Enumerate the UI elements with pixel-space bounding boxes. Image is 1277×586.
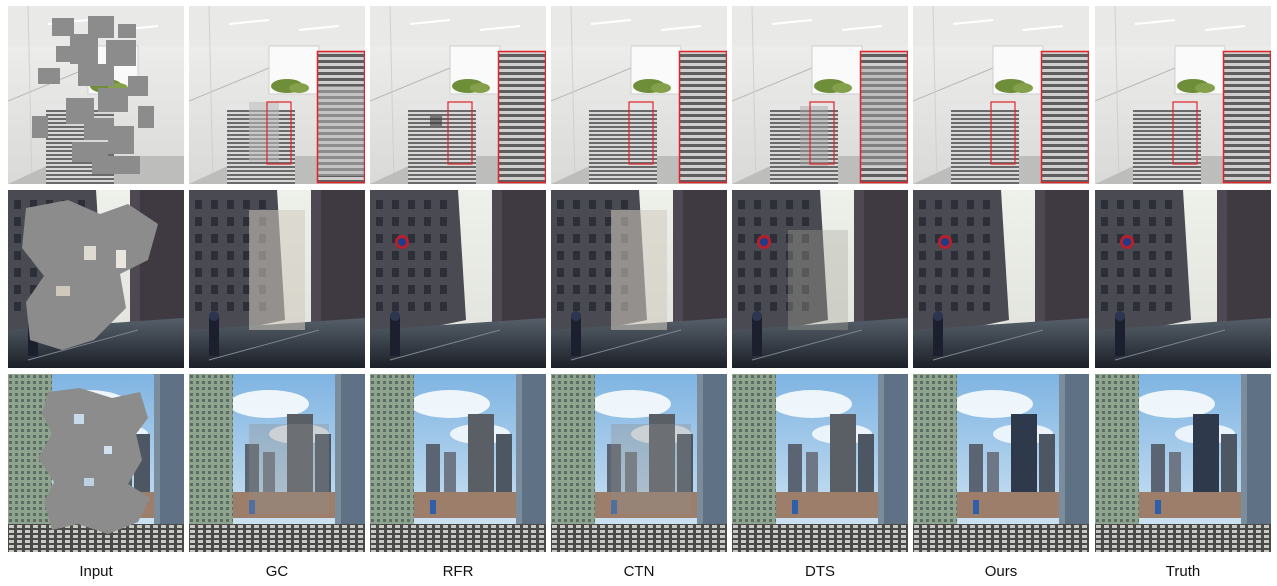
column-label-ctn: CTN <box>623 563 655 580</box>
skyline-input-image <box>8 374 184 552</box>
column-label-truth: Truth <box>1165 563 1201 580</box>
skyline-rfr-image <box>370 374 546 552</box>
bathroom-ours-image <box>913 6 1089 184</box>
skyline-gc-image <box>189 374 365 552</box>
bathroom-gc-image <box>189 6 365 184</box>
skyline-truth-image <box>1095 374 1271 552</box>
column-label-input: Input <box>79 563 113 580</box>
street-truth-image <box>1095 190 1271 368</box>
column-label-dts: DTS <box>805 563 835 580</box>
bathroom-truth-image <box>1095 6 1271 184</box>
column-label-gc: GC <box>265 563 289 580</box>
street-rfr-image <box>370 190 546 368</box>
street-ctn-image <box>551 190 727 368</box>
comparison-grid <box>8 6 1276 552</box>
column-label-ours: Ours <box>984 563 1018 580</box>
street-input-image <box>8 190 184 368</box>
skyline-dts-image <box>732 374 908 552</box>
bathroom-rfr-image <box>370 6 546 184</box>
skyline-ours-image <box>913 374 1089 552</box>
bathroom-dts-image <box>732 6 908 184</box>
street-dts-image <box>732 190 908 368</box>
bathroom-input-image <box>8 6 184 184</box>
bathroom-ctn-image <box>551 6 727 184</box>
street-gc-image <box>189 190 365 368</box>
column-labels: Input GC RFR CTN DTS Ours Truth <box>8 560 1276 584</box>
street-ours-image <box>913 190 1089 368</box>
column-label-rfr: RFR <box>442 563 474 580</box>
skyline-ctn-image <box>551 374 727 552</box>
